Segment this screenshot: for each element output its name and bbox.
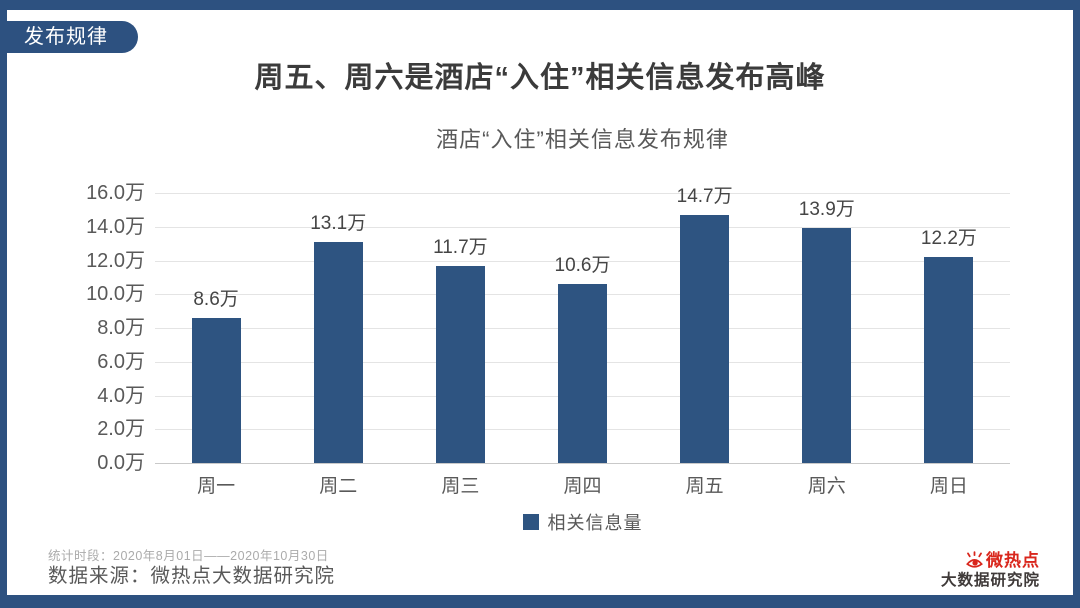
y-axis: 16.0万 14.0万 12.0万 10.0万 8.0万 6.0万 4.0万 2.0万 0.0万 xyxy=(0,182,145,474)
logo-brand: 微热点 xyxy=(986,551,1040,570)
legend: 相关信息量 xyxy=(155,509,1010,535)
x-tick-label: 周六 xyxy=(807,476,846,497)
frame-right-border xyxy=(1073,0,1080,608)
x-tick-label: 周四 xyxy=(563,476,602,497)
y-tick-label: 10.0万 xyxy=(86,283,145,306)
stat-period: 统计时段：2020年8月01日——2020年10月30日 xyxy=(48,549,329,563)
y-tick-label: 4.0万 xyxy=(97,384,145,407)
weibo-eye-icon xyxy=(966,551,983,568)
x-tick-label: 周五 xyxy=(685,476,724,497)
plot-area: 8.6万 13.1万 11.7万 10.6万 14.7万 13.9万 12.2万 xyxy=(155,186,1010,464)
bar-周五 xyxy=(680,214,730,463)
y-tick-label: 16.0万 xyxy=(86,182,145,204)
legend-swatch xyxy=(522,514,539,530)
bar-value-label: 10.6万 xyxy=(554,255,611,277)
bar-周三 xyxy=(435,265,485,463)
bar-周六 xyxy=(802,228,852,463)
bar-value-label: 13.1万 xyxy=(310,212,367,234)
y-tick-label: 14.0万 xyxy=(86,215,145,238)
bar-周二 xyxy=(313,241,363,463)
bar-value-label: 11.7万 xyxy=(433,236,488,258)
data-source: 数据来源：微热点大数据研究院 xyxy=(48,565,336,587)
x-axis: 周一 周二 周三 周四 周五 周六 周日 xyxy=(155,475,1010,501)
logo-org: 大数据研究院 xyxy=(940,572,1040,589)
y-tick-label: 2.0万 xyxy=(97,418,145,441)
frame-bottom-border xyxy=(0,595,1080,608)
x-axis-line xyxy=(155,463,1010,464)
bar-周四 xyxy=(558,284,607,463)
x-tick-label: 周一 xyxy=(197,476,236,497)
bar-周一 xyxy=(191,317,241,463)
y-tick-label: 8.0万 xyxy=(97,317,145,339)
y-tick-label: 6.0万 xyxy=(97,350,145,373)
gridline xyxy=(155,193,1010,194)
bar-value-label: 8.6万 xyxy=(193,288,239,310)
bar-value-label: 13.9万 xyxy=(798,199,855,221)
bar-周日 xyxy=(924,257,974,463)
brand-logo: 微热点 大数据研究院 xyxy=(941,551,1040,589)
bar-value-label: 12.2万 xyxy=(920,228,977,250)
chart-title: 酒店“入住”相关信息发布规律 xyxy=(436,127,729,152)
section-badge: 发布规律 xyxy=(0,21,138,53)
page-title: 周五、周六是酒店“入住”相关信息发布高峰 xyxy=(254,62,826,94)
frame-left-border xyxy=(0,0,7,608)
x-tick-label: 周日 xyxy=(929,476,968,497)
logo-brand-row: 微热点 xyxy=(941,551,1040,570)
x-tick-label: 周二 xyxy=(319,476,358,497)
legend-label: 相关信息量 xyxy=(547,513,643,533)
x-tick-label: 周三 xyxy=(441,476,480,497)
gridline xyxy=(155,260,1010,262)
y-tick-label: 0.0万 xyxy=(97,452,145,474)
frame-top-border xyxy=(0,0,1080,10)
bar-value-label: 14.7万 xyxy=(676,185,733,207)
y-tick-label: 12.0万 xyxy=(86,249,145,272)
gridline xyxy=(155,226,1010,228)
